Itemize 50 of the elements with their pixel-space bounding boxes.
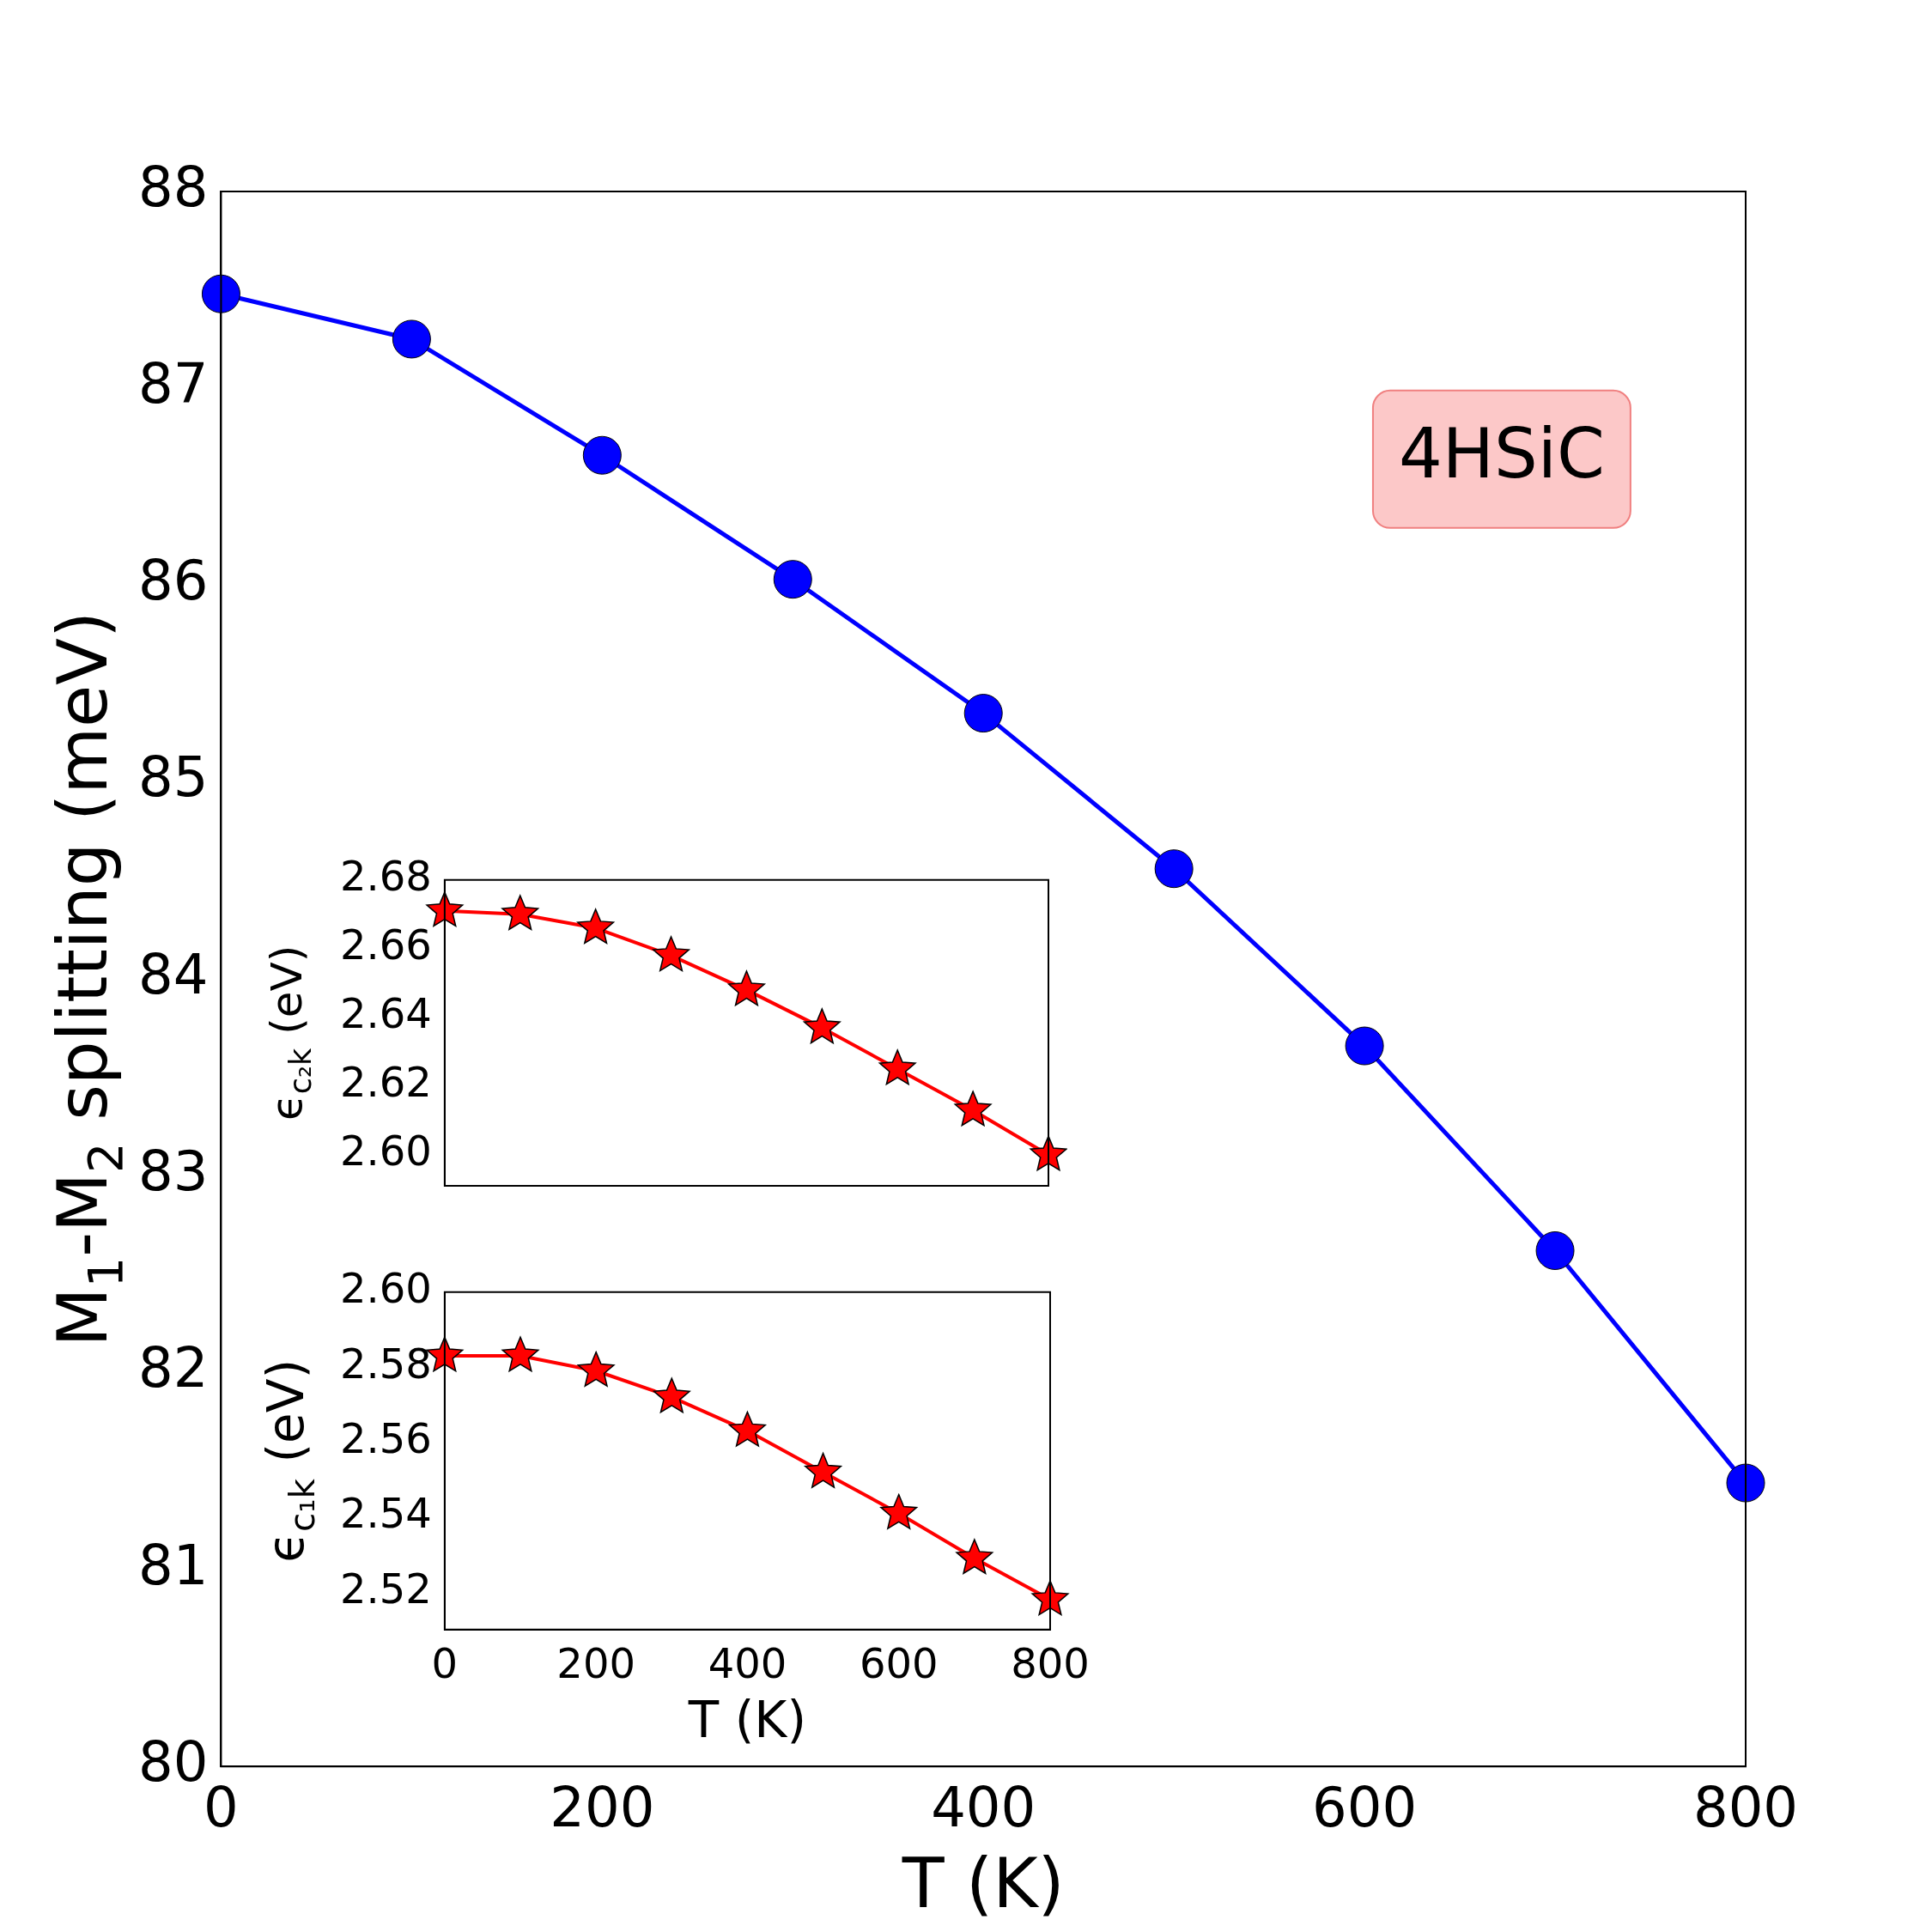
x-axis-title: T (K)	[901, 1843, 1065, 1923]
x-tick-label: 400	[931, 1776, 1036, 1840]
y-axis-title: ϵc₁k (eV)	[257, 1358, 323, 1563]
point	[728, 1411, 766, 1447]
y-tick-label: 2.60	[340, 1127, 432, 1176]
point	[1031, 1580, 1069, 1616]
x-tick-label: 400	[708, 1639, 787, 1688]
y-tick-label: 85	[138, 745, 209, 810]
y-tick-label: 87	[138, 351, 209, 416]
x-tick-label: 600	[859, 1639, 939, 1688]
y-tick-label: 2.52	[340, 1564, 432, 1613]
x-axis-title: T (K)	[687, 1691, 807, 1750]
y-tick-label: 83	[138, 1139, 209, 1203]
point	[653, 1377, 690, 1413]
point	[954, 1091, 992, 1127]
y-tick-label: 2.68	[340, 852, 432, 901]
x-tick-label: 600	[1312, 1776, 1418, 1840]
y-axis-title: ϵc₂k (eV)	[261, 945, 319, 1121]
point	[956, 1539, 993, 1575]
point	[803, 1008, 841, 1044]
x-tick-label: 200	[550, 1776, 655, 1840]
y-tick-label: 81	[138, 1533, 209, 1597]
y-tick-label: 2.54	[340, 1489, 432, 1538]
y-tick-label: 2.66	[340, 920, 432, 969]
point	[577, 1351, 615, 1387]
y-tick-label: 2.56	[340, 1413, 432, 1462]
point	[501, 895, 539, 931]
y-tick-label: 84	[138, 942, 209, 1006]
y-tick-label: 2.60	[340, 1264, 432, 1313]
point	[501, 1336, 539, 1372]
y-tick-label: 2.58	[340, 1339, 432, 1388]
point	[727, 970, 765, 1006]
point	[577, 908, 615, 945]
x-tick-label: 200	[556, 1639, 635, 1688]
y-axis-title: M1-M2 splitting (meV)	[42, 611, 133, 1347]
point	[880, 1493, 918, 1529]
point	[878, 1049, 916, 1085]
annotation: 4HSiC	[1398, 413, 1605, 494]
y-tick-label: 82	[138, 1336, 209, 1400]
y-tick-label: 2.62	[340, 1058, 432, 1107]
point	[426, 891, 464, 927]
x-tick-label: 800	[1692, 1776, 1799, 1840]
y-tick-label: 2.64	[340, 989, 432, 1038]
point	[653, 936, 690, 972]
point	[1030, 1135, 1067, 1171]
y-tick-label: 86	[138, 549, 209, 613]
x-tick-label: 800	[1011, 1639, 1090, 1688]
point	[805, 1452, 842, 1488]
x-tick-label: 0	[431, 1639, 459, 1688]
y-tick-label: 88	[138, 155, 209, 219]
